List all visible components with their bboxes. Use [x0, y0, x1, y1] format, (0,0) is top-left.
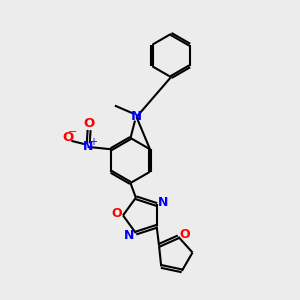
Text: N: N — [158, 196, 168, 208]
Text: −: − — [68, 128, 77, 137]
Text: O: O — [84, 117, 95, 130]
Text: N: N — [83, 140, 94, 153]
Text: +: + — [89, 137, 97, 147]
Text: O: O — [111, 207, 122, 220]
Text: N: N — [131, 110, 142, 124]
Text: N: N — [124, 229, 134, 242]
Text: O: O — [180, 228, 190, 241]
Text: O: O — [62, 131, 73, 144]
